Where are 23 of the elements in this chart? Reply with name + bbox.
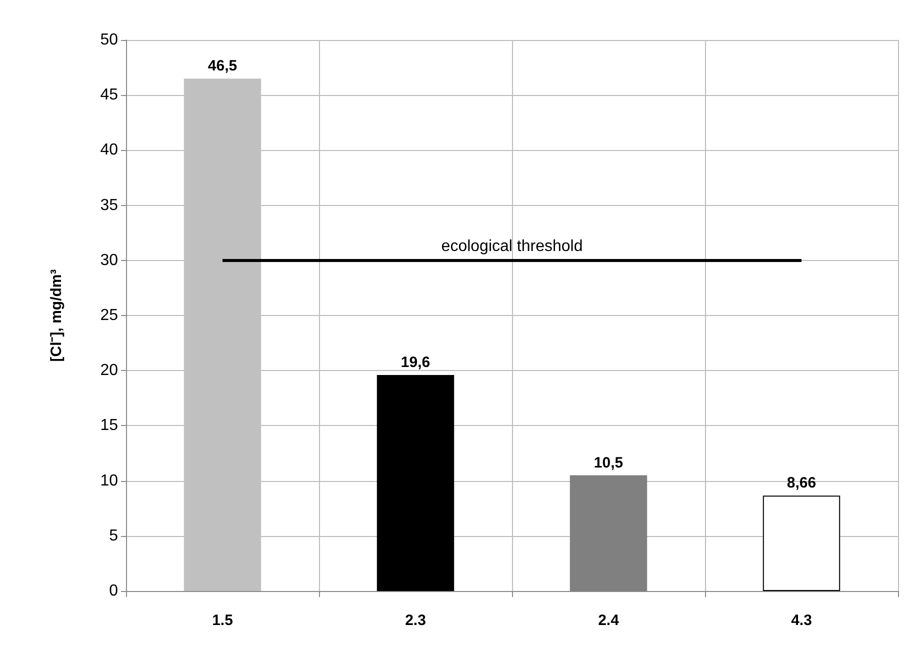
data-label: 46,5 bbox=[208, 58, 238, 75]
y-tick-label: 45 bbox=[100, 86, 118, 104]
x-tick-label: 1.5 bbox=[212, 612, 233, 629]
y-tick-label: 25 bbox=[100, 307, 118, 324]
y-tick-label: 10 bbox=[100, 472, 118, 490]
ref-line-label: ecological threshold bbox=[441, 238, 583, 255]
data-label: 19,6 bbox=[400, 354, 430, 372]
bar bbox=[762, 496, 840, 591]
y-tick-label: 15 bbox=[100, 417, 118, 434]
y-tick-label: 5 bbox=[109, 527, 118, 544]
y-tick-label: 30 bbox=[100, 252, 118, 269]
x-tick-label: 4.3 bbox=[791, 612, 812, 629]
x-tick-label: 2.4 bbox=[598, 612, 620, 629]
x-tick-label: 2.3 bbox=[405, 612, 426, 629]
y-tick-label: 50 bbox=[100, 32, 118, 48]
data-label: 10,5 bbox=[594, 454, 624, 472]
y-axis-title: [Cl⁻], mg/dm³ bbox=[48, 269, 65, 362]
y-tick-label: 0 bbox=[109, 582, 118, 600]
y-tick-label: 20 bbox=[100, 362, 118, 380]
y-tick-label: 40 bbox=[100, 142, 118, 159]
data-label: 8,66 bbox=[786, 474, 816, 492]
y-tick-label: 35 bbox=[100, 196, 118, 214]
bar bbox=[376, 375, 454, 591]
